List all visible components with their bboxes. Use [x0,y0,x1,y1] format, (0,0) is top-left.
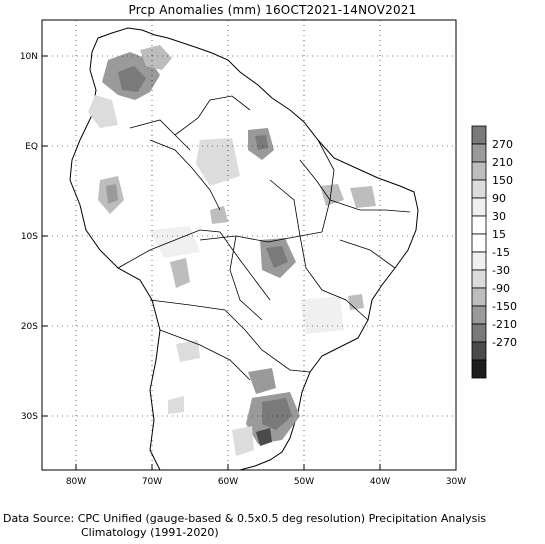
map-content [69,27,419,470]
lat-tick-label: 30S [21,412,38,422]
anomaly-region [88,95,118,128]
anomaly-region [266,246,288,268]
anomaly-region [140,45,172,70]
anomaly-region [348,294,364,310]
legend-level-label: 90 [492,192,506,205]
legend-swatch [471,305,487,325]
legend-level-label: -30 [492,264,510,277]
legend-level-label: 270 [492,138,513,151]
anomaly-region [256,428,272,446]
lon-tick-label: 50W [294,477,314,487]
legend-swatch [471,179,487,199]
anomaly-region [176,340,200,362]
footer-line-2: Climatology (1991-2020) [81,526,219,539]
lat-tick-label: 20S [21,322,38,332]
graticule [42,20,456,470]
anomaly-region [168,396,184,414]
legend-swatch [471,233,487,253]
anomaly-region [350,186,376,208]
legend-swatch [471,215,487,235]
lon-tick-label: 30W [446,477,466,487]
map-frame [41,19,457,471]
legend-swatch [471,161,487,181]
lat-tick-label: EQ [25,142,38,152]
legend-level-label: 30 [492,210,506,223]
lon-tick-label: 40W [370,477,390,487]
legend-swatch [471,269,487,289]
anomaly-region [210,206,228,224]
legend-swatch [471,143,487,163]
anomaly-shading [88,45,376,456]
lat-tick-label: 10N [20,52,38,62]
latitude-labels: 10N EQ 10S 20S 30S [20,52,38,422]
legend-swatch [471,125,487,145]
country-borders [117,95,411,381]
lon-tick-label: 60W [218,477,238,487]
legend-swatch [471,197,487,217]
anomaly-region [248,368,276,394]
anomaly-region [106,184,118,204]
legend-level-label: -90 [492,282,510,295]
anomaly-region [232,426,254,456]
legend-swatch [471,287,487,307]
anomaly-region [196,138,240,186]
anomaly-region [300,296,344,334]
anomaly-region [118,66,146,92]
legend-level-label: 150 [492,174,513,187]
anomaly-region [170,258,190,288]
map-title: Prcp Anomalies (mm) 16OCT2021-14NOV2021 [128,3,417,17]
anomaly-region [255,135,268,150]
legend-level-label: -15 [492,246,510,259]
legend-swatch [471,359,487,379]
legend-colorbar: 270 210 150 90 30 15 -15 -30 -90 -150 -210 -270 [471,125,517,379]
legend-level-label: -210 [492,318,517,331]
legend-swatch [471,323,487,343]
anomaly-region [262,398,292,430]
anomaly-region [150,226,200,258]
footer-line-1: Data Source: CPC Unified (gauge-based & … [3,512,487,525]
legend-swatch [471,341,487,361]
longitude-labels: 80W 70W 60W 50W 40W 30W [66,477,466,487]
legend-level-label: -150 [492,300,517,313]
anomaly-region [320,184,344,206]
tick-marks [42,55,457,470]
south-america-landmass [69,27,419,470]
legend-swatch [471,251,487,271]
legend-level-label: -270 [492,336,517,349]
lon-tick-label: 80W [66,477,86,487]
legend-level-label: 15 [492,228,506,241]
lat-tick-label: 10S [21,232,38,242]
legend-level-label: 210 [492,156,513,169]
data-source-footer: Data Source: CPC Unified (gauge-based & … [3,512,545,540]
lon-tick-label: 70W [142,477,162,487]
